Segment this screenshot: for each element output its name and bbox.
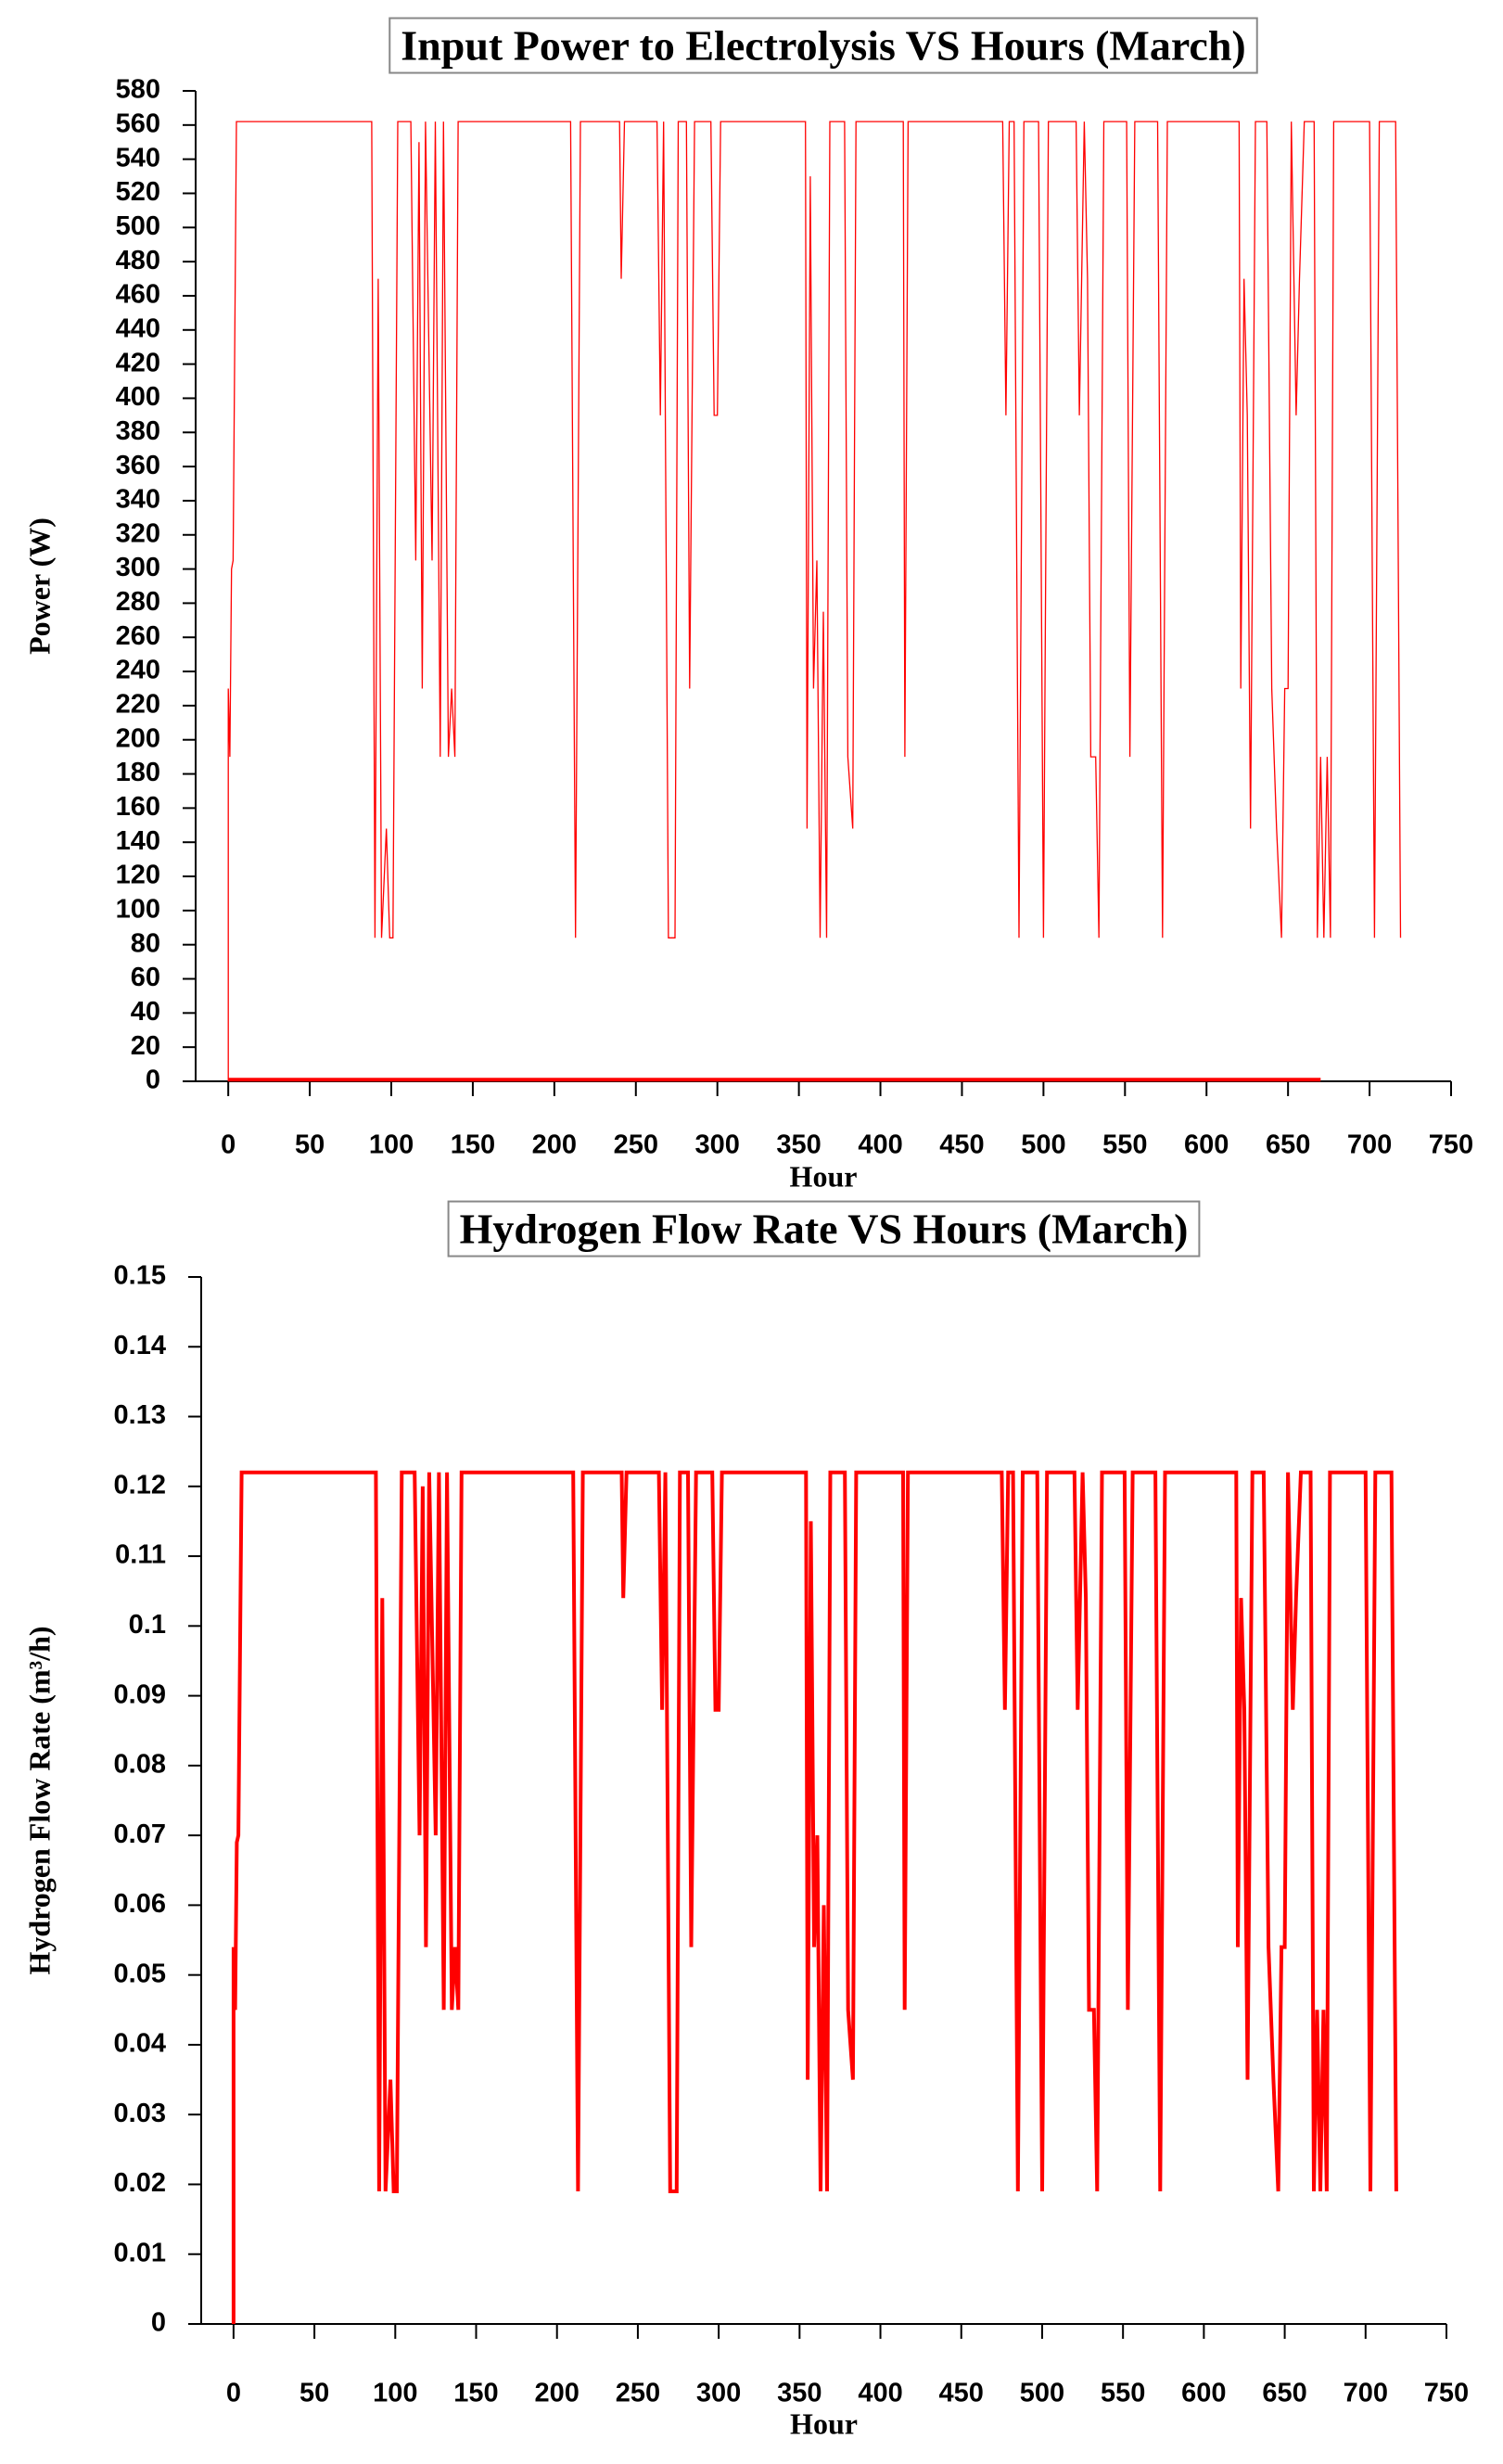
y-tick-label: 20 [131,1031,160,1061]
y-tick-label: 140 [116,826,160,856]
x-tick-label: 750 [1424,2379,1469,2408]
x-tick-label: 0 [226,2379,241,2408]
y-tick-label: 340 [116,485,160,515]
x-tick-label: 50 [299,2379,329,2408]
y-tick-label: 0.06 [114,1889,166,1919]
x-tick-label: 600 [1184,1130,1229,1160]
chart-title: Hydrogen Flow Rate VS Hours (March) [460,1206,1189,1253]
y-tick-label: 280 [116,587,160,617]
x-tick-label: 300 [696,2379,741,2408]
x-tick-label: 250 [616,2379,660,2408]
y-tick-label: 0.14 [114,1331,166,1360]
y-axis-label: Power (W) [22,517,56,655]
y-tick-label: 0.07 [114,1819,166,1849]
y-tick-label: 440 [116,313,160,343]
title-box [388,17,1258,74]
x-tick-label: 500 [1021,1130,1065,1160]
y-tick-label: 80 [131,928,160,958]
x-tick-label: 350 [777,2379,822,2408]
y-tick-label: 200 [116,723,160,753]
y-tick-label: 220 [116,690,160,720]
x-tick-label: 100 [369,1130,414,1160]
y-tick-label: 0 [146,1066,160,1095]
y-tick-label: 420 [116,348,160,377]
y-tick-label: 0.1 [129,1610,166,1640]
y-tick-label: 0.13 [114,1400,166,1430]
y-tick-label: 120 [116,861,160,890]
y-tick-label: 0 [151,2308,166,2338]
y-tick-label: 0.15 [114,1261,166,1291]
x-tick-label: 400 [858,1130,902,1160]
x-tick-label: 0 [221,1130,236,1160]
y-tick-label: 0.04 [114,2029,166,2059]
y-tick-label: 0.08 [114,1750,166,1780]
x-tick-label: 100 [373,2379,417,2408]
x-tick-label: 550 [1102,1130,1147,1160]
x-tick-label: 700 [1344,2379,1388,2408]
y-tick-label: 540 [116,143,160,172]
x-axis-label: Hour [790,1159,858,1193]
x-tick-label: 750 [1429,1130,1473,1160]
y-tick-label: 0.05 [114,1959,166,1988]
y-tick-label: 520 [116,177,160,207]
x-tick-label: 200 [535,2379,580,2408]
x-tick-label: 350 [776,1130,821,1160]
data-line [231,1470,1398,2324]
x-tick-label: 500 [1020,2379,1064,2408]
x-tick-label: 150 [451,1130,495,1160]
x-tick-label: 650 [1262,2379,1306,2408]
x-tick-label: 600 [1181,2379,1226,2408]
x-tick-label: 250 [614,1130,658,1160]
y-tick-label: 180 [116,758,160,787]
x-tick-label: 700 [1347,1130,1392,1160]
data-line [227,121,1402,1081]
y-tick-label: 0.12 [114,1470,166,1500]
title-box [447,1200,1201,1258]
y-tick-label: 480 [116,246,160,275]
y-tick-label: 560 [116,109,160,138]
y-tick-label: 0.11 [115,1540,166,1570]
y-tick-label: 0.03 [114,2099,166,2128]
x-axis-label: Hour [790,2407,858,2440]
y-tick-label: 240 [116,656,160,685]
x-tick-label: 50 [295,1130,325,1160]
x-tick-label: 450 [939,1130,984,1160]
y-tick-label: 0.02 [114,2168,166,2198]
y-tick-label: 0.01 [114,2238,166,2267]
x-tick-label: 200 [532,1130,577,1160]
y-tick-label: 400 [116,382,160,412]
y-axis-label: Hydrogen Flow Rate (m³/h) [22,1626,56,1974]
y-tick-label: 320 [116,518,160,548]
y-tick-label: 460 [116,280,160,310]
x-tick-label: 150 [453,2379,498,2408]
x-tick-label: 650 [1266,1130,1310,1160]
y-tick-label: 60 [131,963,160,992]
y-tick-label: 380 [116,416,160,446]
x-tick-label: 450 [939,2379,984,2408]
y-tick-label: 300 [116,553,160,582]
y-tick-label: 0.09 [114,1679,166,1709]
x-tick-label: 550 [1101,2379,1145,2408]
chart-title: Input Power to Electrolysis VS Hours (Ma… [401,22,1245,70]
y-tick-label: 160 [116,792,160,822]
y-tick-label: 100 [116,895,160,925]
y-tick-label: 40 [131,997,160,1027]
y-tick-label: 260 [116,621,160,651]
y-tick-label: 580 [116,75,160,105]
x-tick-label: 400 [858,2379,902,2408]
x-tick-label: 300 [695,1130,740,1160]
y-tick-label: 500 [116,211,160,241]
y-tick-label: 360 [116,451,160,480]
